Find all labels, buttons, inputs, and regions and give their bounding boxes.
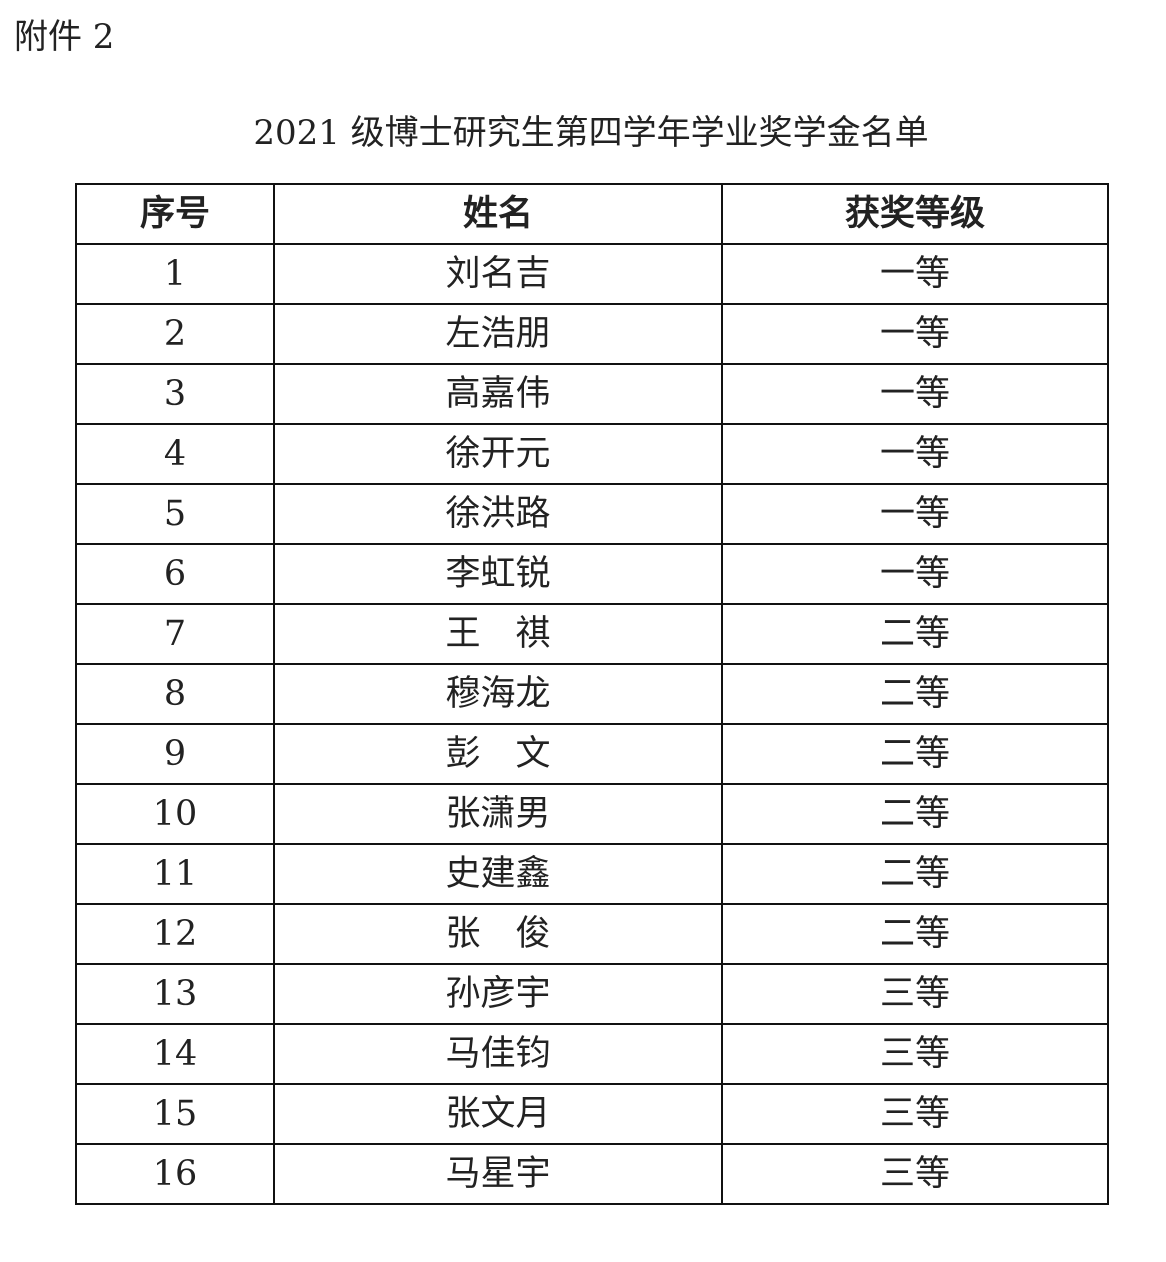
cell-index: 15 <box>75 1083 275 1145</box>
cell-index: 12 <box>75 903 275 965</box>
cell-index: 6 <box>75 543 275 605</box>
table-row: 14 马佳钧 三等 <box>75 1023 1109 1085</box>
table-row: 13 孙彦宇 三等 <box>75 963 1109 1025</box>
table-row: 5 徐洪路 一等 <box>75 483 1109 545</box>
cell-award-level: 一等 <box>721 303 1109 365</box>
cell-award-level: 三等 <box>721 1083 1109 1145</box>
header-award-level: 获奖等级 <box>721 183 1109 245</box>
cell-name: 李虹锐 <box>273 543 723 605</box>
cell-name: 史建鑫 <box>273 843 723 905</box>
cell-index: 16 <box>75 1143 275 1205</box>
table-row: 6 李虹锐 一等 <box>75 543 1109 605</box>
cell-index: 8 <box>75 663 275 725</box>
table-header-row: 序号 姓名 获奖等级 <box>75 183 1109 245</box>
cell-name: 刘名吉 <box>273 243 723 305</box>
table-row: 12 张 俊二等 <box>75 903 1109 965</box>
cell-award-level: 二等 <box>721 603 1109 665</box>
cell-award-level: 一等 <box>721 483 1109 545</box>
scholarship-table: 序号 姓名 获奖等级 1 刘名吉 一等 2 左浩朋 一等 3 高嘉伟 一等 4 徐开元 一等 5 徐洪路一… <box>75 183 1109 1205</box>
cell-award-level: 二等 <box>721 723 1109 785</box>
cell-index: 13 <box>75 963 275 1025</box>
table-row: 3 高嘉伟 一等 <box>75 363 1109 425</box>
cell-name: 左浩朋 <box>273 303 723 365</box>
cell-award-level: 一等 <box>721 243 1109 305</box>
table-row: 8 穆海龙 二等 <box>75 663 1109 725</box>
cell-name: 张 俊 <box>273 903 723 965</box>
cell-index: 7 <box>75 603 275 665</box>
cell-name: 彭 文 <box>273 723 723 785</box>
cell-name: 马星宇 <box>273 1143 723 1205</box>
cell-award-level: 一等 <box>721 363 1109 425</box>
cell-award-level: 二等 <box>721 903 1109 965</box>
cell-name: 徐洪路 <box>273 483 723 545</box>
table-row: 15 张文月 三等 <box>75 1083 1109 1145</box>
cell-name: 张文月 <box>273 1083 723 1145</box>
table-row: 11 史建鑫 二等 <box>75 843 1109 905</box>
cell-index: 1 <box>75 243 275 305</box>
cell-index: 5 <box>75 483 275 545</box>
cell-name: 马佳钧 <box>273 1023 723 1085</box>
cell-name: 穆海龙 <box>273 663 723 725</box>
cell-index: 3 <box>75 363 275 425</box>
table-row: 1 刘名吉 一等 <box>75 243 1109 305</box>
cell-award-level: 一等 <box>721 543 1109 605</box>
table-row: 16 马星宇 三等 <box>75 1143 1109 1205</box>
table-row: 10 张潇男 二等 <box>75 783 1109 845</box>
cell-index: 11 <box>75 843 275 905</box>
header-name: 姓名 <box>273 183 723 245</box>
cell-award-level: 三等 <box>721 963 1109 1025</box>
cell-name: 王 祺 <box>273 603 723 665</box>
cell-name: 徐开元 <box>273 423 723 485</box>
cell-award-level: 一等 <box>721 423 1109 485</box>
cell-award-level: 三等 <box>721 1143 1109 1205</box>
cell-index: 14 <box>75 1023 275 1085</box>
document-title: 2021 级博士研究生第四学年学业奖学金名单 <box>253 113 929 153</box>
cell-name: 张潇男 <box>273 783 723 845</box>
table-row: 4 徐开元 一等 <box>75 423 1109 485</box>
header-index: 序号 <box>75 183 275 245</box>
cell-index: 10 <box>75 783 275 845</box>
table-row: 2 左浩朋 一等 <box>75 303 1109 365</box>
cell-index: 9 <box>75 723 275 785</box>
cell-award-level: 二等 <box>721 843 1109 905</box>
cell-index: 2 <box>75 303 275 365</box>
cell-award-level: 三等 <box>721 1023 1109 1085</box>
cell-award-level: 二等 <box>721 663 1109 725</box>
cell-name: 高嘉伟 <box>273 363 723 425</box>
cell-award-level: 二等 <box>721 783 1109 845</box>
cell-name: 孙彦宇 <box>273 963 723 1025</box>
attachment-label: 附件 2 <box>14 17 115 57</box>
cell-index: 4 <box>75 423 275 485</box>
